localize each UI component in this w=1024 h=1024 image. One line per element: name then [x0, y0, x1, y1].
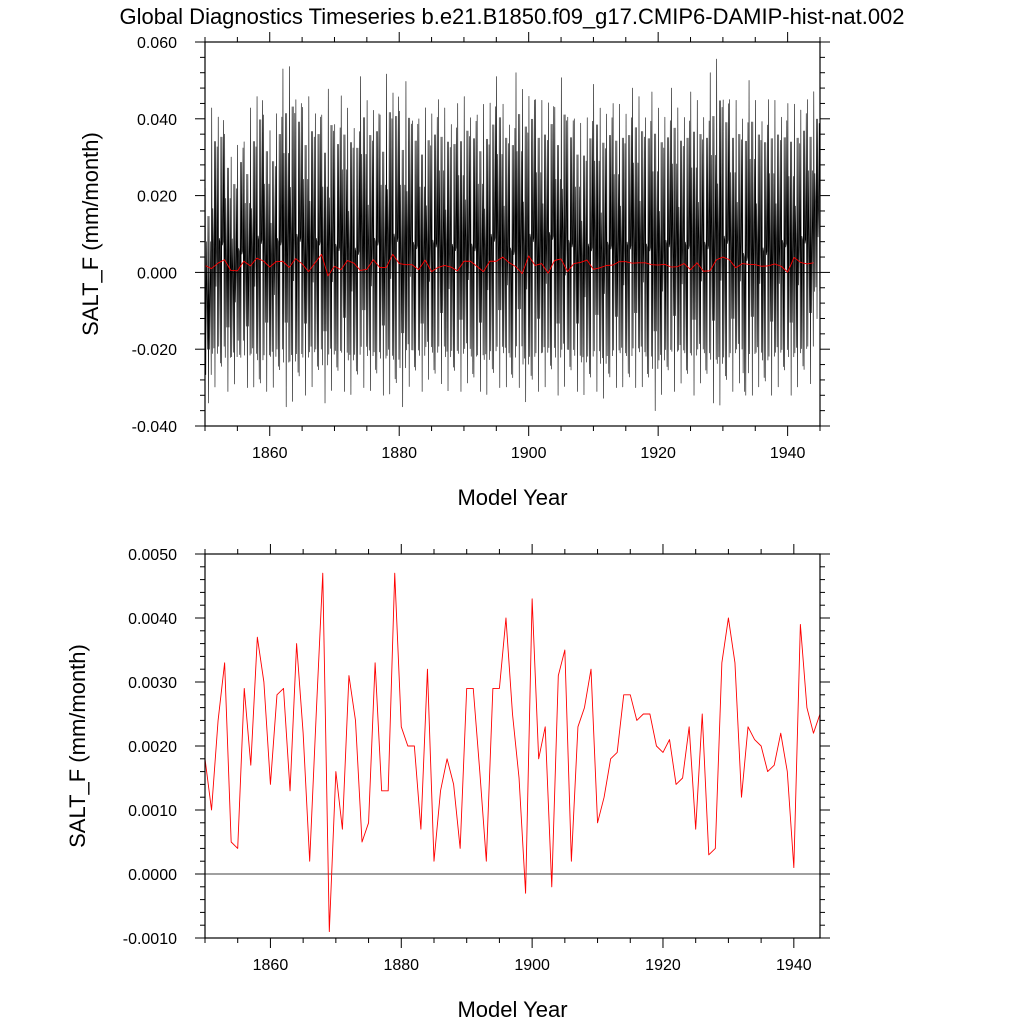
- y-tick-label: 0.060: [137, 35, 177, 52]
- y-tick-label: -0.0010: [123, 931, 177, 948]
- y-tick-label: 0.020: [137, 189, 177, 206]
- plot-frame: [204, 553, 821, 939]
- timeseries-panel-monthly: 1860 1880 1900 1920 1940 -0.040 -0.020 0.000 0.0…: [78, 32, 830, 510]
- x-tick-label: 1920: [645, 957, 681, 974]
- timeseries-panel-annual: 1860 1880 1900 1920 1940 -0.0010 0.0000 0.0010 0…: [65, 544, 830, 1022]
- y-axis-title: SALT_F (mm/month): [78, 132, 103, 336]
- x-axis-title: Model Year: [457, 997, 567, 1022]
- y-tick-label: 0.040: [137, 112, 177, 129]
- x-tick-label: 1880: [381, 445, 417, 462]
- series-line-annual: [204, 253, 814, 277]
- x-axis-title: Model Year: [457, 485, 567, 510]
- y-tick-label: 0.0050: [128, 547, 177, 564]
- x-tick-label: 1920: [640, 445, 676, 462]
- y-tick-label: 0.000: [137, 265, 177, 282]
- x-tick-label: 1940: [770, 445, 806, 462]
- plot-frame: [204, 41, 821, 427]
- x-tick-label: 1880: [383, 957, 419, 974]
- x-tick-label: 1900: [511, 445, 547, 462]
- x-tick-label: 1860: [252, 445, 288, 462]
- series-line-monthly: [204, 58, 821, 411]
- y-tick-label: 0.0000: [128, 867, 177, 884]
- y-tick-label: 0.0010: [128, 803, 177, 820]
- y-tick-label: 0.0030: [128, 675, 177, 692]
- series-line-annual: [204, 572, 821, 933]
- y-axis-title: SALT_F (mm/month): [65, 644, 90, 848]
- y-tick-label: -0.040: [132, 419, 177, 436]
- x-tick-label: 1900: [514, 957, 550, 974]
- x-tick-label: 1860: [253, 957, 289, 974]
- x-tick-label: 1940: [776, 957, 812, 974]
- figure-title: Global Diagnostics Timeseries b.e21.B185…: [119, 4, 904, 29]
- y-tick-label: -0.020: [132, 342, 177, 359]
- y-tick-label: 0.0020: [128, 739, 177, 756]
- y-tick-label: 0.0040: [128, 611, 177, 628]
